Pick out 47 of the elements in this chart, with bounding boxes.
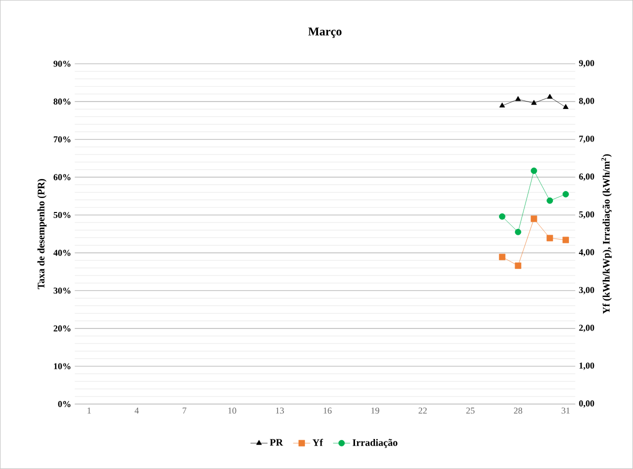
x-tick-label: 4	[134, 408, 139, 414]
x-tick-label: 28	[514, 408, 522, 414]
y2-tick-label: 4,00	[578, 249, 594, 257]
y-tick-label: 10%	[54, 363, 70, 370]
x-tick-label: 13	[276, 408, 284, 414]
x-tick-label: 10	[228, 408, 236, 414]
x-tick-label: 31	[562, 408, 570, 414]
point	[530, 216, 538, 222]
point	[562, 191, 569, 198]
x-tick-label: 25	[466, 408, 475, 414]
y-tick-label: 0%	[58, 401, 70, 408]
y2-tick-label: 0,00	[579, 400, 594, 408]
y2-tick-label: 9,00	[579, 60, 594, 68]
y2-tick-label: 1,00	[579, 362, 594, 370]
legend-label: Yf	[312, 438, 324, 446]
x-tick-label: 7	[182, 408, 186, 414]
legend-label: Irradiação	[352, 438, 398, 448]
point	[514, 262, 522, 269]
y2-tick-label: 6,00	[579, 174, 594, 181]
y-tick-label: 20%	[54, 325, 70, 332]
chart-title: Março	[308, 28, 342, 38]
y2-tick-label: 2,00	[579, 324, 594, 332]
y-tick-label: 80%	[54, 98, 70, 105]
y-tick-label: 40%	[53, 250, 70, 256]
x-tick-label: 16	[324, 408, 332, 414]
y-tick-label: 50%	[54, 212, 70, 218]
point	[546, 234, 554, 242]
y2-tick-label: 8,00	[579, 98, 594, 106]
point	[498, 254, 506, 260]
y2-tick-label: 7,00	[579, 136, 594, 144]
y2-axis-title: Yf (kWh/kWp), Irradiação (kWh/m$^{2}$)	[601, 154, 612, 314]
point	[562, 236, 569, 244]
y-tick-label: 90%	[54, 60, 70, 67]
y-tick-label: 30%	[54, 288, 70, 294]
point	[546, 198, 554, 204]
y-tick-label: 60%	[54, 174, 70, 180]
legend-label: PR	[270, 439, 284, 446]
y2-tick-label: 5,00	[579, 211, 594, 219]
point	[514, 228, 522, 236]
x-tick-label: 19	[371, 408, 380, 414]
point	[498, 213, 506, 220]
y2-tick-label: 3,00	[579, 287, 594, 294]
y-tick-label: 70%	[54, 136, 70, 143]
y-axis-title: Taxa de desempenho (PR)	[37, 179, 46, 290]
x-tick-label: 1	[88, 408, 91, 414]
point	[530, 168, 538, 174]
x-tick-label: 22	[418, 408, 427, 414]
